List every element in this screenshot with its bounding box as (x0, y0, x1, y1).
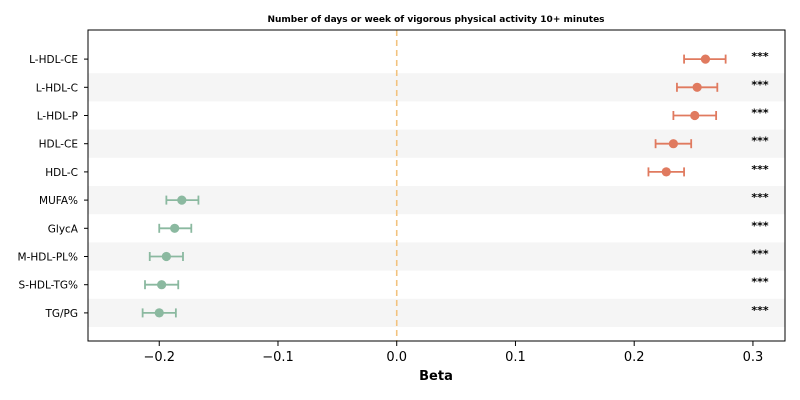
x-tick-label: −0.2 (143, 350, 175, 365)
x-tick-label: −0.1 (262, 350, 294, 365)
category-label: L-HDL-C (36, 82, 78, 94)
x-tick-label: 0.1 (505, 350, 526, 365)
estimate-point (170, 223, 180, 233)
x-tick-label: 0.3 (743, 350, 764, 365)
y-axis-labels: L-HDL-CE L-HDL-C L-HDL-P HDL-CE HDL-C MUFA% Gl… (18, 54, 88, 320)
estimate-row: *** (141, 304, 769, 318)
estimate-row: *** (676, 78, 769, 92)
estimate-point (690, 110, 700, 121)
chart-title: Number of days or week of vigorous physi… (267, 15, 604, 25)
significance-label: *** (751, 219, 769, 232)
significance-label: *** (751, 50, 769, 63)
estimate-point (661, 167, 671, 177)
estimate-row: *** (672, 107, 769, 121)
significance-label: *** (751, 276, 769, 289)
row-stripe (88, 242, 785, 271)
estimate-row: *** (148, 248, 769, 262)
category-label: L-HDL-P (37, 111, 78, 123)
row-stripe (88, 298, 785, 327)
category-label: HDL-C (45, 167, 78, 179)
x-tick-label: 0.0 (386, 350, 407, 365)
estimate-row: *** (683, 50, 769, 64)
estimate-row: *** (647, 163, 769, 177)
category-label: GlycA (48, 223, 79, 235)
significance-label: *** (751, 78, 769, 91)
row-stripe (88, 186, 785, 215)
estimate-row: *** (144, 276, 769, 290)
estimate-point (692, 82, 702, 92)
estimate-point (700, 54, 711, 64)
estimate-point (177, 195, 187, 205)
significance-label: *** (751, 248, 769, 261)
row-stripe (88, 73, 785, 102)
category-label: HDL-CE (39, 139, 78, 151)
estimate-point (157, 280, 167, 290)
data-marks: *** *** *** *** *** *** *** *** *** *** (141, 50, 769, 318)
significance-label: *** (751, 107, 769, 120)
category-label: MUFA% (39, 195, 78, 207)
category-label: TG/PG (44, 308, 78, 320)
category-label: M-HDL-PL% (18, 252, 78, 264)
category-label: S-HDL-TG% (19, 280, 78, 292)
estimate-point (668, 139, 678, 149)
plot-frame (87, 29, 786, 342)
estimate-row: *** (165, 191, 769, 205)
estimate-row: *** (158, 219, 769, 233)
significance-label: *** (751, 163, 769, 176)
x-tick-label: 0.2 (624, 350, 645, 365)
x-axis-label: Beta (419, 369, 453, 384)
significance-label: *** (751, 304, 769, 317)
significance-label: *** (751, 191, 769, 204)
category-label: L-HDL-CE (29, 54, 78, 66)
significance-label: *** (751, 135, 769, 148)
x-axis: −0.2 −0.1 0.0 0.1 0.2 0.3 (143, 341, 763, 365)
estimate-point (161, 251, 171, 262)
estimate-row: *** (654, 135, 769, 149)
estimate-point (154, 308, 164, 318)
